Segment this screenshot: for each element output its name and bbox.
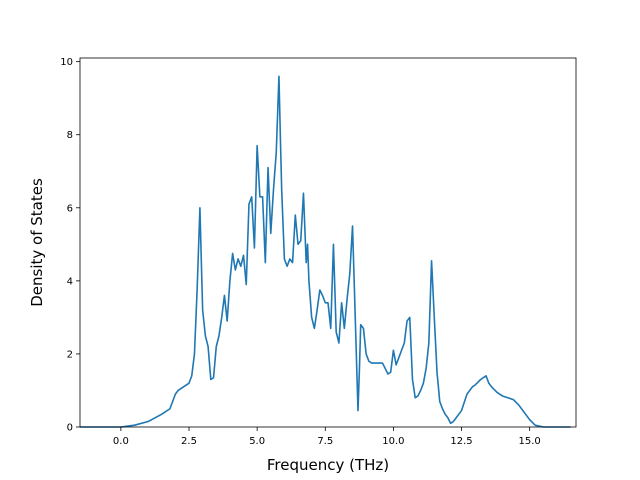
x-tick-label: 10.0 xyxy=(382,436,404,447)
x-tick-label: 2.5 xyxy=(181,436,197,447)
y-tick-label: 0 xyxy=(67,423,73,434)
y-axis-ticks: 0 2 4 6 8 10 xyxy=(60,57,80,434)
x-tick-label: 5.0 xyxy=(249,436,265,447)
y-tick-label: 10 xyxy=(60,57,73,68)
x-tick-label: 7.5 xyxy=(317,436,333,447)
x-tick-label: 12.5 xyxy=(450,436,472,447)
x-axis-ticks: 0.0 2.5 5.0 7.5 10.0 12.5 15.0 xyxy=(113,427,541,447)
x-tick-label: 15.0 xyxy=(519,436,541,447)
dos-series-line-0 xyxy=(80,75,571,428)
plot-lines xyxy=(80,75,571,428)
y-tick-label: 8 xyxy=(67,130,73,141)
y-tick-label: 4 xyxy=(67,276,73,287)
y-tick-label: 6 xyxy=(67,203,73,214)
x-axis-title: Frequency (THz) xyxy=(267,456,389,474)
y-tick-label: 2 xyxy=(67,349,73,360)
y-axis-title: Density of States xyxy=(28,178,46,307)
x-tick-label: 0.0 xyxy=(113,436,129,447)
plot-area-frame xyxy=(79,57,577,428)
